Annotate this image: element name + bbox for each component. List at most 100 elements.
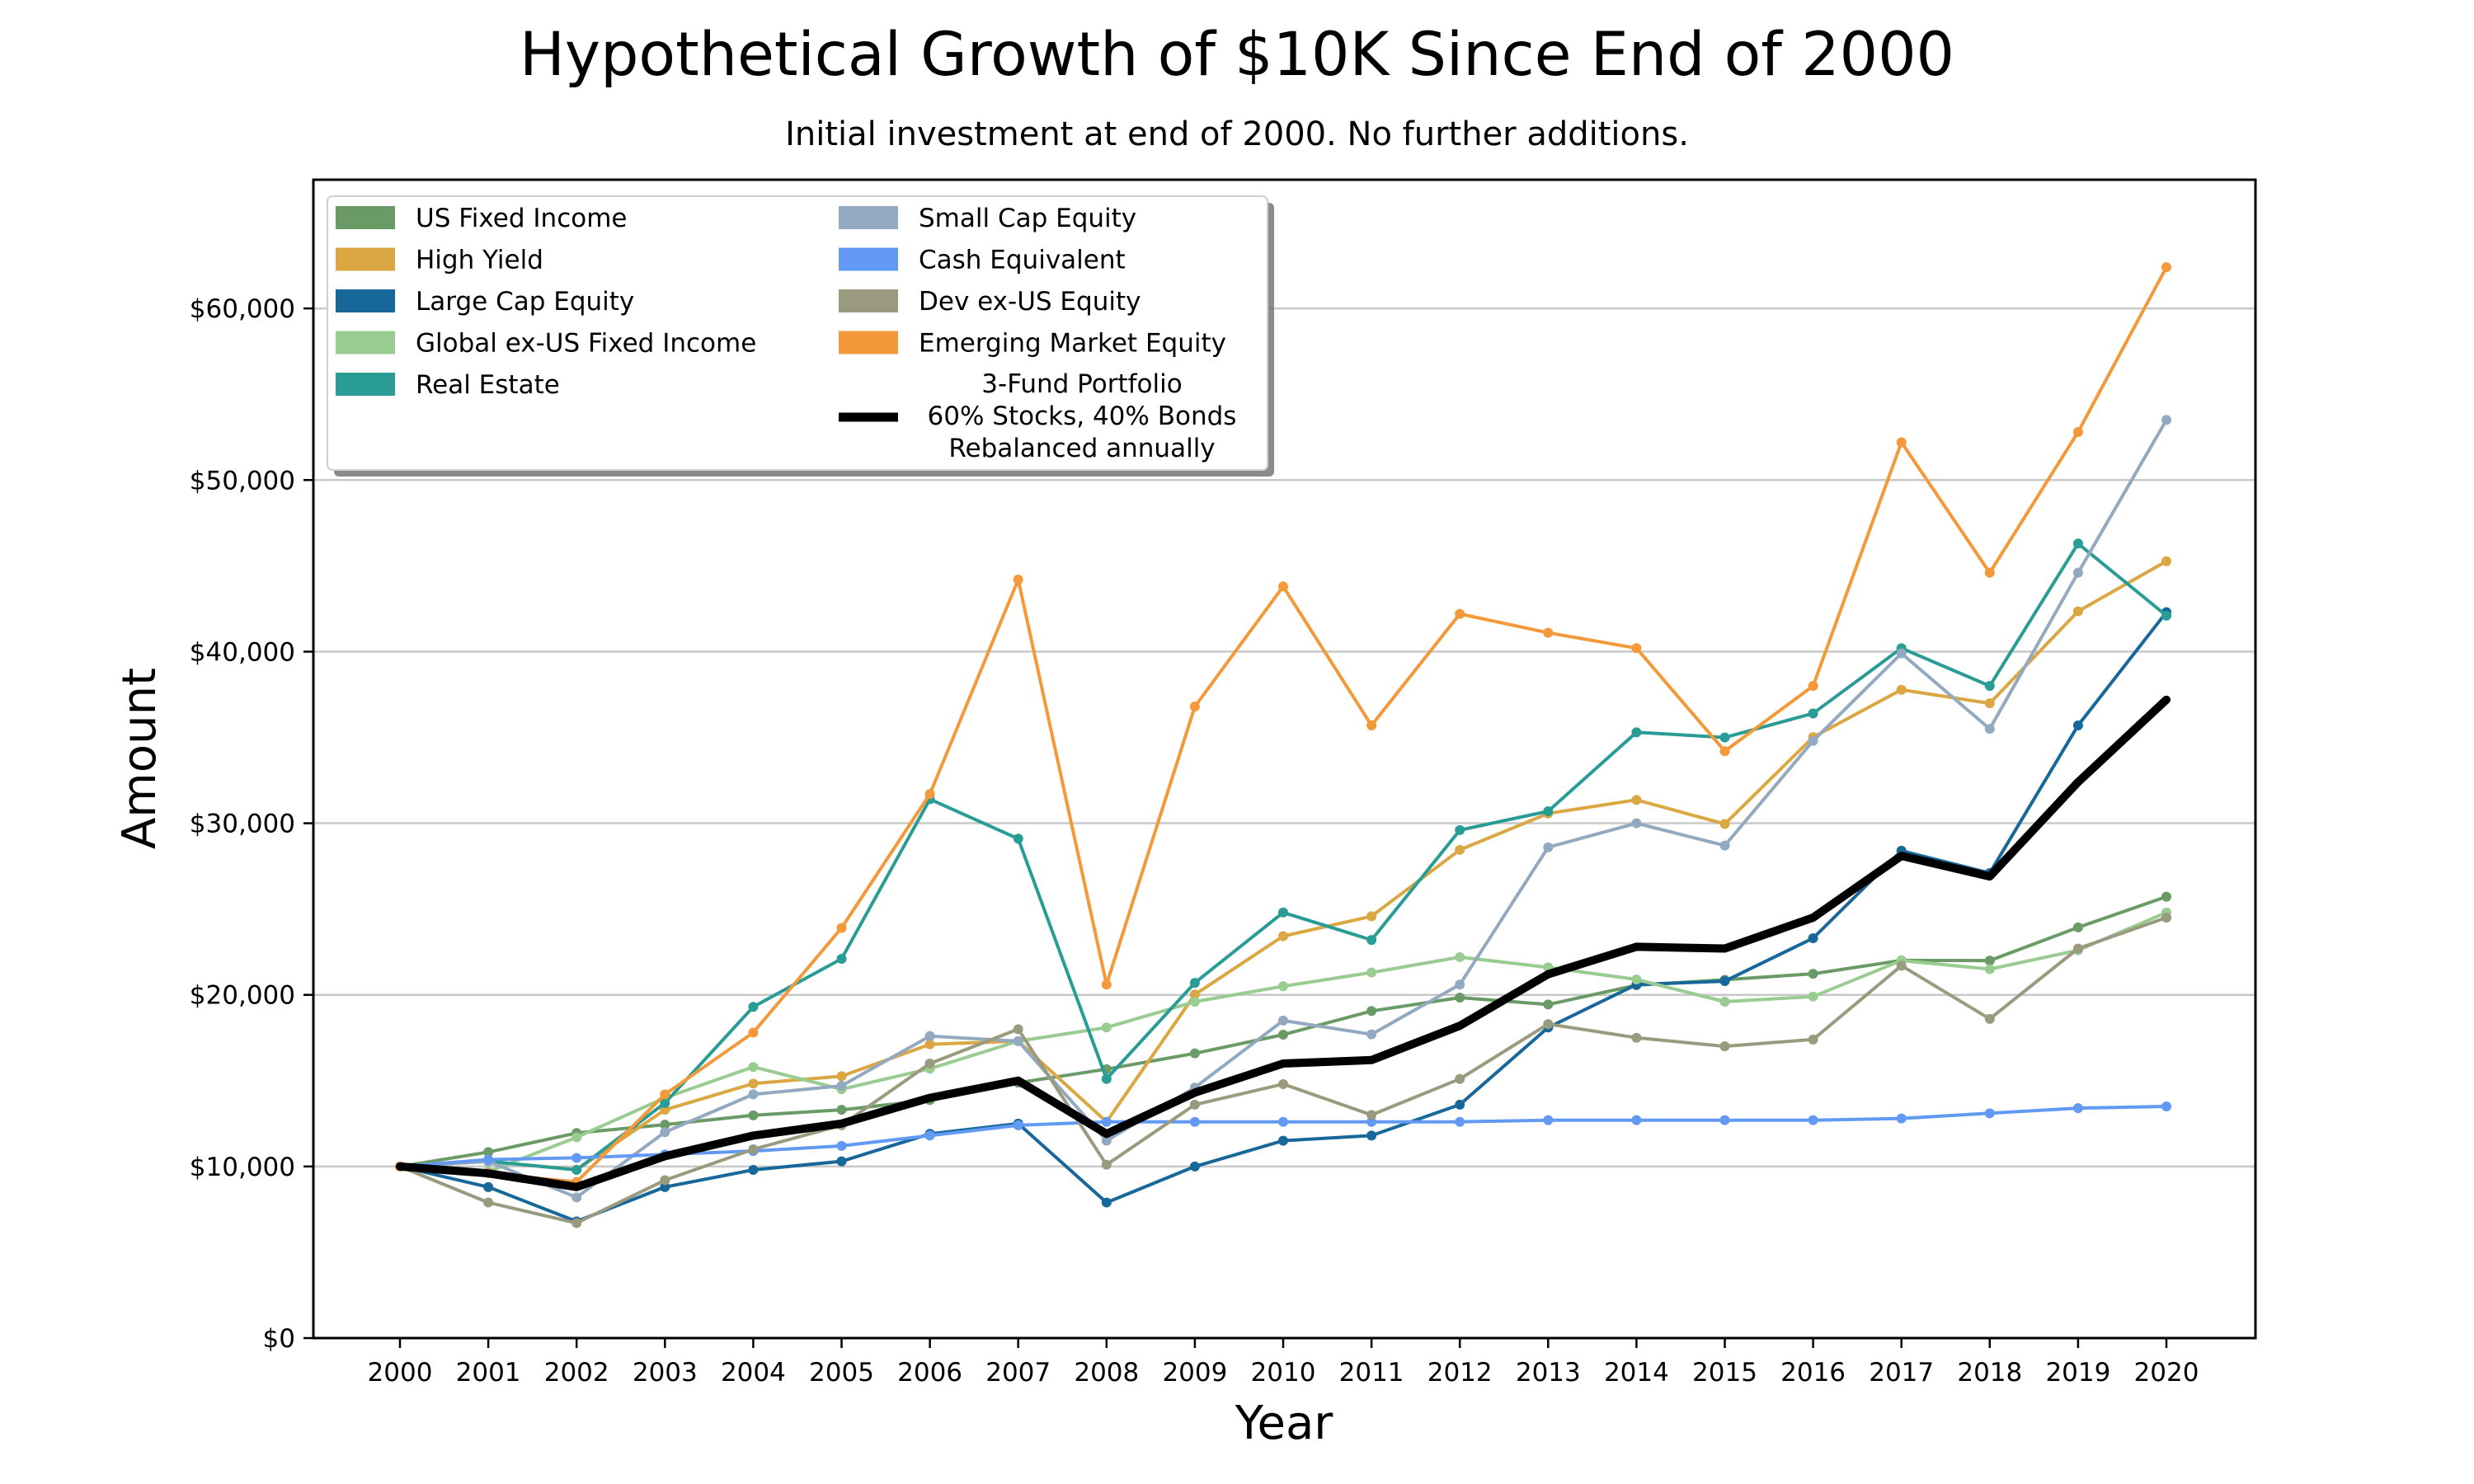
data-point [1455,844,1465,855]
data-point [748,1144,759,1155]
data-point [836,1105,847,1115]
data-point [1366,720,1377,730]
x-tick-label: 2008 [1074,1358,1139,1388]
legend-swatch [336,289,395,312]
x-tick-label: 2013 [1516,1358,1581,1388]
data-point [836,1140,847,1151]
data-point [2161,262,2171,273]
data-point [660,1097,670,1108]
series-9 [396,695,2171,1191]
data-point [1719,746,1730,757]
data-point [924,1130,935,1141]
x-tick-label: 2009 [1162,1358,1227,1388]
legend-swatch [336,206,395,229]
legend-swatch [336,373,395,396]
data-point [1719,1115,1730,1125]
series-line [396,695,2171,1191]
data-point [2161,415,2171,425]
legend: US Fixed Income High Yield Large Cap Equit… [327,195,1274,477]
data-point [1631,818,1642,829]
x-tick-label: 2002 [544,1358,609,1388]
data-point [748,1078,759,1089]
data-point [1101,1073,1112,1084]
legend-box [327,195,1268,471]
data-point [1808,969,1818,979]
data-point [1631,1032,1642,1043]
data-point [660,1175,670,1186]
data-point [1543,805,1554,816]
data-point [483,1181,494,1192]
x-tick-label: 2006 [897,1358,962,1388]
series-7 [395,913,2171,1228]
data-point [1189,702,1200,712]
x-tick-label: 2016 [1780,1358,1846,1388]
x-tick-label: 2015 [1692,1358,1757,1388]
data-point [1896,960,1907,971]
data-point [2161,1101,2171,1111]
data-point [660,1181,670,1192]
data-point [1808,708,1818,719]
data-point [924,789,935,800]
x-tick-label: 2004 [721,1358,786,1388]
data-point [1278,581,1288,592]
data-point [836,1071,847,1082]
data-point [1719,819,1730,829]
data-point [1631,974,1642,984]
data-point [1984,1108,1995,1119]
data-point [1278,931,1288,942]
data-point [1189,1099,1200,1110]
data-point [1896,648,1907,659]
legend-swatch [336,247,395,271]
data-point [1101,1159,1112,1170]
data-point [660,1120,670,1130]
y-tick-label: $0 [263,1324,295,1354]
data-point [1455,1099,1465,1110]
legend-label: Dev ex-US Equity [919,287,1141,317]
data-point [2072,1103,2083,1114]
chart-subtitle: Initial investment at end of 2000. No fu… [785,115,1689,153]
legend-label: Large Cap Equity [416,287,634,317]
data-point [1984,724,1995,735]
data-point [1631,727,1642,738]
x-tick-label: 2019 [2045,1358,2110,1388]
legend-swatch [839,289,898,312]
data-point [1984,964,1995,974]
data-point [1719,1041,1730,1052]
y-axis-title: Amount [113,668,167,849]
data-point [1278,981,1288,992]
axes: $0 $10,000 $20,000 $30,000 $40,000 $50,000 $60… [190,294,2199,1388]
data-point [1366,1006,1377,1017]
data-point [1366,1116,1377,1127]
data-point [1984,1013,1995,1024]
data-point [1808,735,1818,746]
data-point [924,1039,935,1050]
data-point [1455,824,1465,835]
data-point [1278,1116,1288,1127]
series-lines [395,262,2171,1228]
data-point [1101,1116,1112,1127]
x-tick-label: 2020 [2134,1358,2199,1388]
data-point [1631,795,1642,805]
data-point [1896,437,1907,448]
data-point [660,1105,670,1115]
data-point [1984,956,1995,966]
data-point [2161,610,2171,621]
data-point [748,1002,759,1012]
data-point [1808,933,1818,944]
legend-label: High Yield [416,246,543,275]
legend-swatch [839,247,898,271]
x-tick-label: 2010 [1251,1358,1316,1388]
data-point [571,1192,582,1203]
x-axis-title: Year [1235,1397,1334,1450]
data-point [1543,1115,1554,1125]
data-point [1013,1024,1023,1035]
legend-label: Emerging Market Equity [919,329,1226,359]
x-tick-label: 2011 [1339,1358,1404,1388]
y-tick-label: $20,000 [190,981,295,1011]
data-point [1543,842,1554,852]
data-point [571,1165,582,1176]
series-4 [395,538,2171,1176]
data-point [1543,627,1554,638]
data-point [2072,606,2083,617]
data-point [2072,720,2083,730]
